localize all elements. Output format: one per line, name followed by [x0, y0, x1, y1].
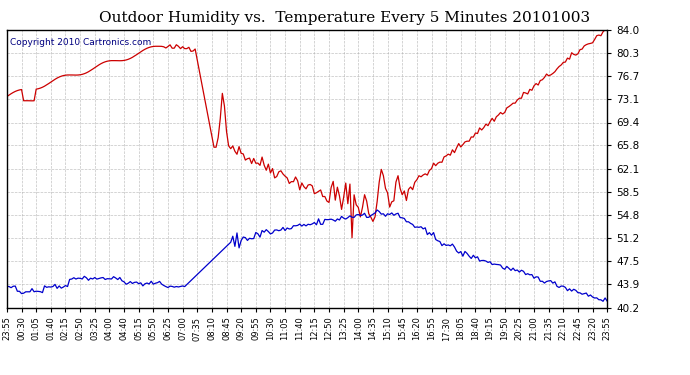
- Text: Outdoor Humidity vs.  Temperature Every 5 Minutes 20101003: Outdoor Humidity vs. Temperature Every 5…: [99, 11, 591, 25]
- Text: Copyright 2010 Cartronics.com: Copyright 2010 Cartronics.com: [10, 38, 151, 47]
